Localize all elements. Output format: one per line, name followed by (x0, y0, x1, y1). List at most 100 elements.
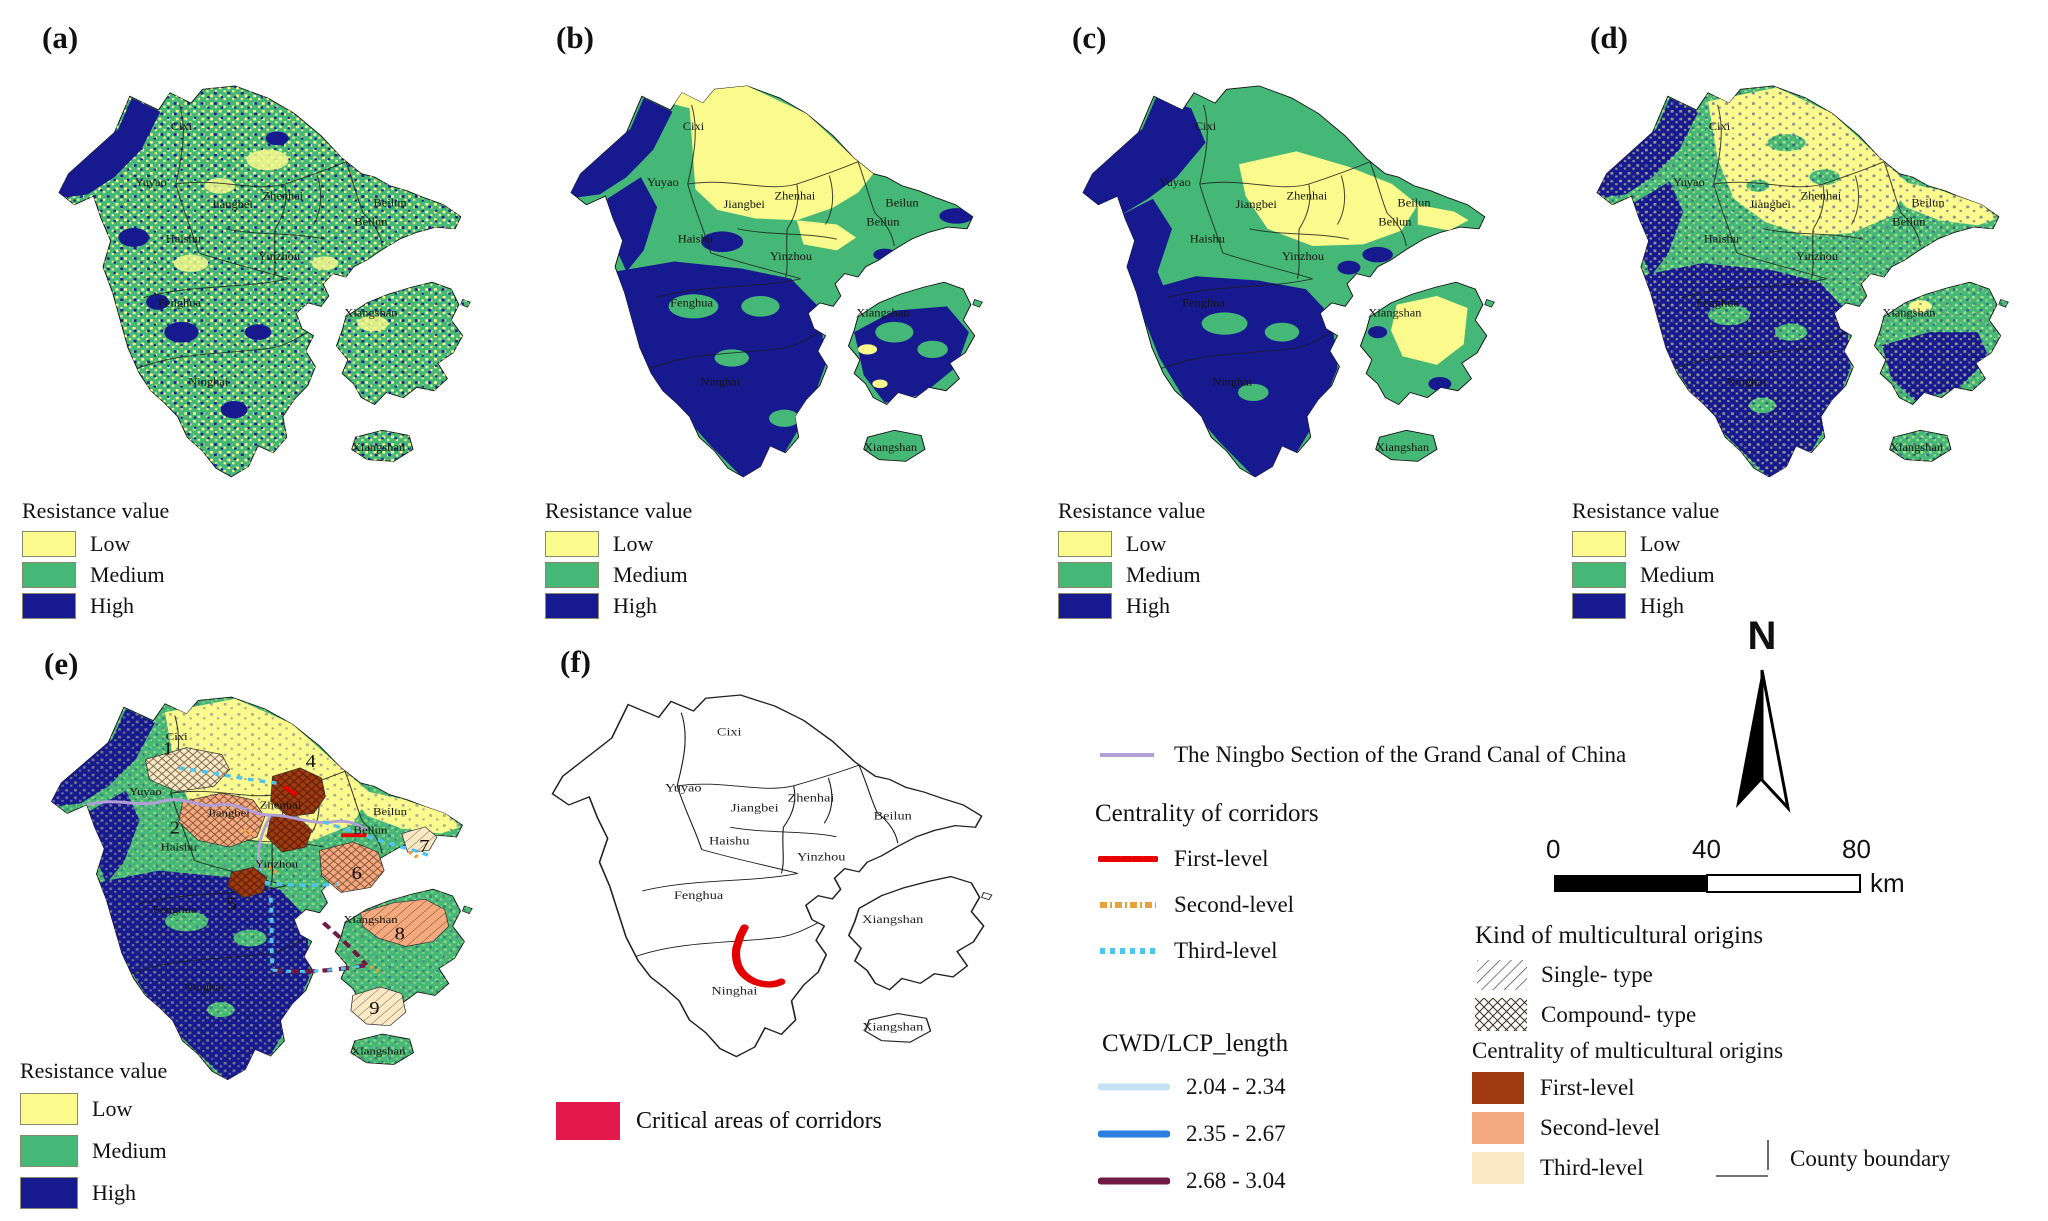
legend-item-label: High (90, 592, 134, 618)
county-label: Xiangshan (1882, 306, 1935, 319)
compound-type-row: Compound- type (1475, 998, 1696, 1031)
legend-swatch (1572, 561, 1626, 588)
legend-swatch (20, 1135, 78, 1167)
origin-third-label: Third-level (1540, 1155, 1644, 1180)
county-label: Haishu (678, 232, 713, 245)
cwd-low-label: 2.04 - 2.34 (1186, 1074, 1286, 1099)
legend-swatch (22, 530, 76, 557)
county-label: Beilun (373, 805, 407, 818)
corridor-first-row: First-level (1098, 846, 1269, 872)
county-boundary-label: County boundary (1790, 1146, 1951, 1171)
origin-number: 7 (419, 837, 430, 856)
legend-swatch (1058, 561, 1112, 588)
county-label: Yuyao (135, 175, 167, 188)
county-labels-d: Cixi Yuyao Jiangbei Zhenhai Beilun Beilun Hais… (1673, 119, 1945, 453)
county-label: Fenghua (1696, 296, 1740, 309)
corridor-third-label: Third-level (1174, 938, 1278, 963)
legend-item-label: Medium (1640, 561, 1715, 587)
legend-title: Resistance value (1572, 498, 1720, 523)
county-label: Cixi (1709, 119, 1731, 132)
county-label: Xiangshan (343, 913, 397, 926)
corridor-third-row: Third-level (1098, 938, 1277, 964)
county-label: Xiangshan (1890, 441, 1943, 454)
county-label: Xiangshan (862, 1021, 924, 1033)
county-label: Haishu (166, 232, 201, 245)
county-label: Yinzhou (1282, 249, 1324, 262)
legend-item-label: Low (1126, 530, 1167, 556)
legend-item-label: Low (1640, 530, 1681, 556)
origin-second-row: Second-level (1472, 1112, 1660, 1144)
canal-legend-row: The Ningbo Section of the Grand Canal of… (1098, 742, 1626, 768)
scalebar (1554, 874, 1861, 893)
canal-label: The Ningbo Section of the Grand Canal of… (1174, 742, 1627, 767)
origin-number: 2 (170, 819, 180, 838)
legend-swatch (1572, 530, 1626, 557)
origin-second-swatch (1472, 1112, 1524, 1144)
county-boundary-row: County boundary (1712, 1136, 1950, 1182)
map-panel-e: Cixi Yuyao Jiangbei Zhenhai Beilun Beilun Hais… (51, 696, 473, 1081)
county-label: Jiangbei (207, 807, 250, 820)
origin-number: 9 (369, 999, 379, 1018)
county-labels-e: Cixi Yuyao Jiangbei Zhenhai Beilun Beilun Hais… (129, 730, 407, 1057)
legend-item-label: Low (613, 530, 654, 556)
county-label: Fenghua (674, 889, 724, 901)
county-label: Haishu (1704, 232, 1739, 245)
single-type-label: Single- type (1541, 962, 1653, 987)
origin-numbers: 1 2 4 5 6 7 8 9 (163, 740, 430, 1019)
legend-item: High (22, 590, 169, 621)
county-label: Beilun (866, 215, 899, 228)
county-labels-a: Cixi Yuyao Jiangbei Zhenhai Beilun Beilun Hais… (135, 119, 407, 453)
legend-item: Low (1572, 528, 1719, 559)
county-label: Zhenhai (260, 798, 302, 811)
county-label: Haishu (161, 840, 197, 853)
county-label: Zhenhai (262, 189, 303, 202)
county-label: Xiangshan (351, 1044, 405, 1057)
legend-item-label: High (1640, 592, 1684, 618)
county-label: Ninghai (1726, 375, 1767, 388)
origin-number: 5 (226, 895, 236, 914)
county-label: Jiangbei (1749, 198, 1791, 211)
county-label: Yinzhou (258, 249, 300, 262)
cwd-mid-label: 2.35 - 2.67 (1186, 1121, 1286, 1146)
legend-swatch (1572, 592, 1626, 619)
legend-item: High (545, 590, 692, 621)
cwd-low-line-icon (1098, 1083, 1170, 1091)
corridor-second-row: Second-level (1098, 892, 1294, 918)
legend-item-label: High (1126, 592, 1170, 618)
county-label: Haishu (709, 835, 750, 847)
grand-canal-line (86, 798, 368, 832)
county-label: Cixi (166, 730, 189, 743)
county-boundary-line-icon (1716, 1140, 1769, 1177)
legend-item-label: Low (92, 1096, 133, 1121)
corridor-first-label: First-level (1174, 846, 1269, 871)
legend-item-label: High (92, 1180, 136, 1205)
map-panel-c: Cixi Yuyao Jiangbei Zhenhai Beilun Beilun Hais… (1082, 85, 1495, 478)
county-label: Fenghua (153, 903, 198, 916)
critical-areas-legend: Critical areas of corridors (556, 1102, 882, 1140)
legend-swatch (545, 592, 599, 619)
origin-third-swatch (1472, 1152, 1524, 1184)
legend-title: Resistance value (22, 498, 170, 523)
origin-first-label: First-level (1540, 1075, 1635, 1100)
county-label: Yuyao (1673, 175, 1705, 188)
first-level-line-icon (1098, 856, 1158, 862)
scalebar-tick-40: 40 (1692, 834, 1721, 864)
cwd-row-2: 2.35 - 2.67 (1098, 1121, 1286, 1147)
legend-item: Medium (20, 1130, 167, 1172)
legend-item: Low (22, 528, 169, 559)
county-label: Yinzhou (1796, 249, 1838, 262)
county-label: Ninghai (700, 375, 741, 388)
legend-item-label: Medium (613, 561, 688, 587)
panel-label-b: (b) (556, 20, 594, 55)
panel-label-f: (f) (560, 644, 591, 679)
county-label: Yinzhou (255, 857, 298, 870)
county-label: Fenghua (1182, 296, 1226, 309)
county-label: Xiangshan (856, 306, 909, 319)
origin-patches (144, 747, 450, 1027)
legend-item: Low (545, 528, 692, 559)
legend-item: Low (1058, 528, 1205, 559)
cwd-row-1: 2.04 - 2.34 (1098, 1074, 1286, 1100)
compound-type-label: Compound- type (1541, 1001, 1697, 1027)
county-label: Jiangbei (731, 802, 779, 814)
